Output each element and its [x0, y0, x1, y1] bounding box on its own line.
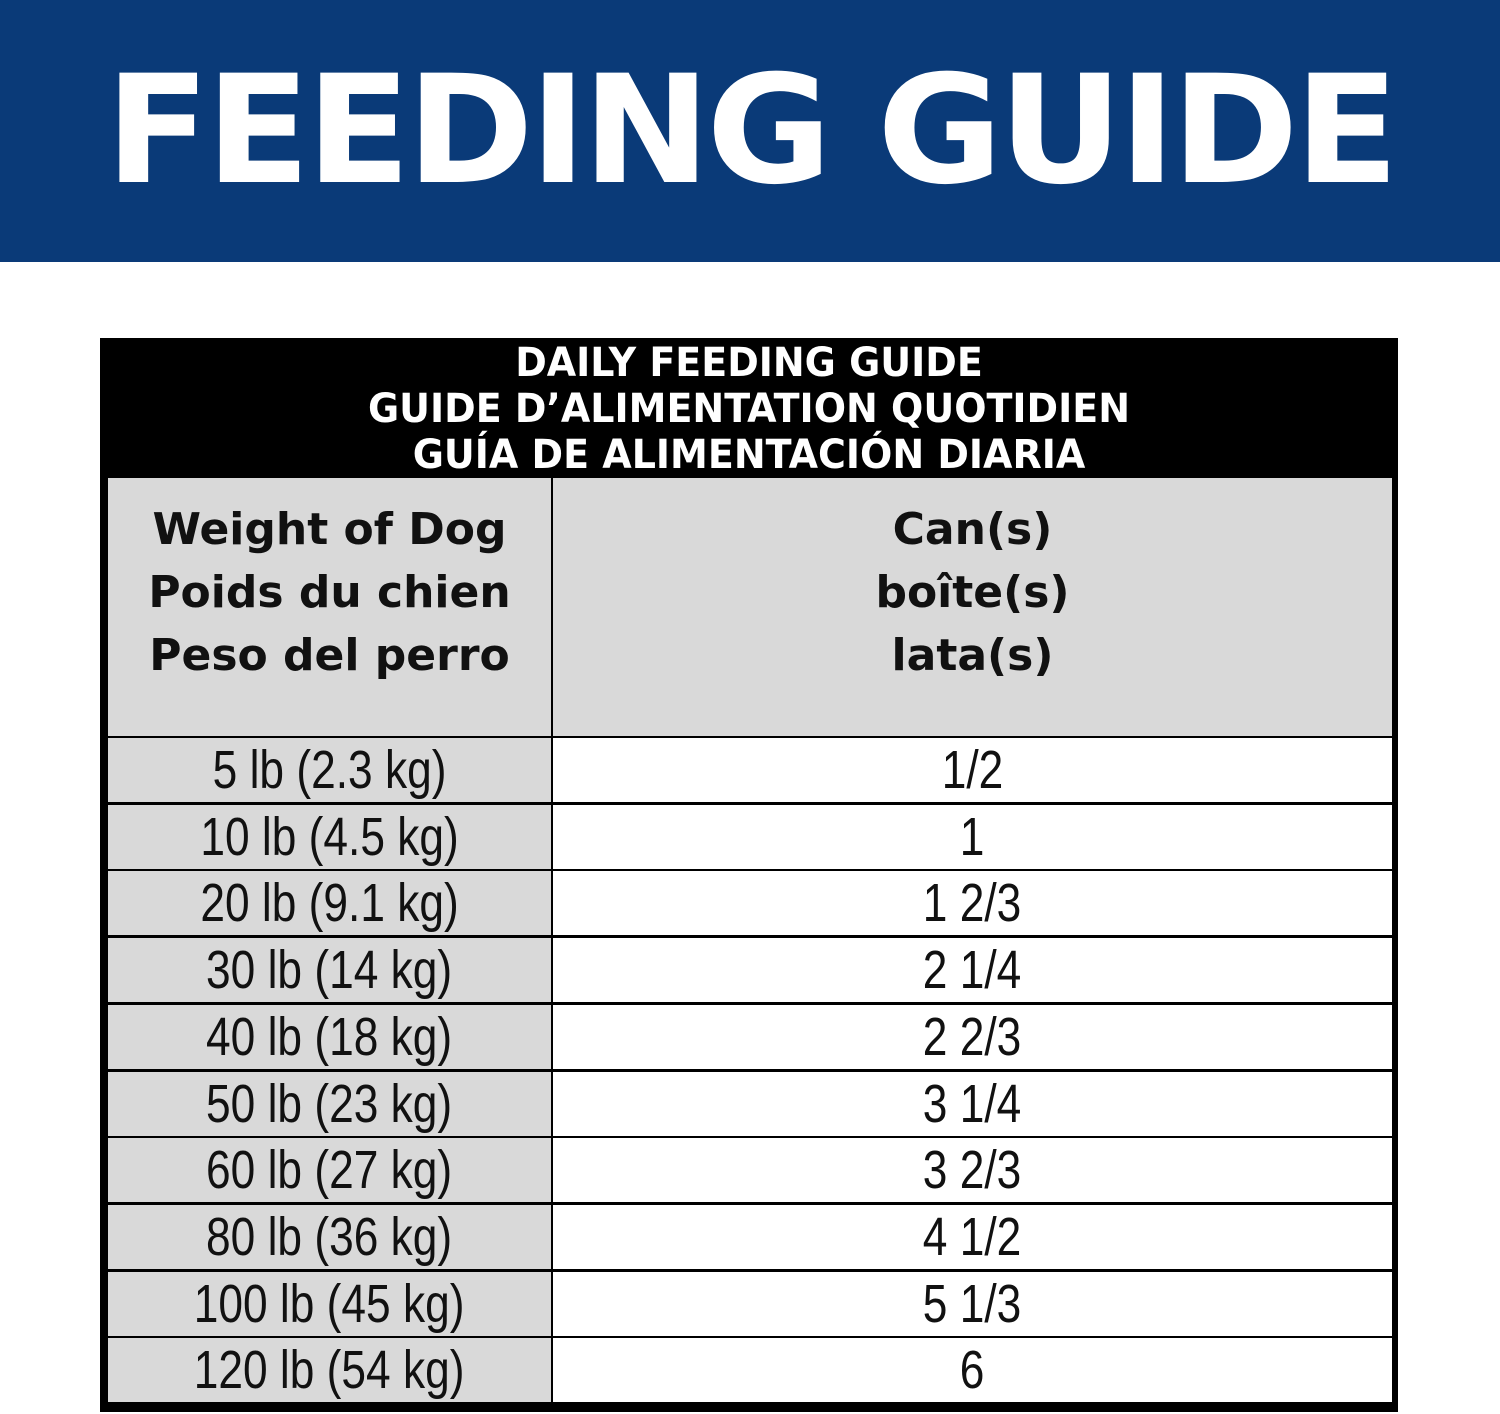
- feeding-table: DAILY FEEDING GUIDE GUIDE D’ALIMENTATION…: [100, 338, 1398, 1412]
- weight-cell: 80 lb (36 kg): [108, 1204, 551, 1269]
- cans-value: 2 2/3: [923, 1006, 1022, 1067]
- cans-cell: 6: [553, 1338, 1392, 1403]
- cans-value: 3 2/3: [923, 1140, 1022, 1201]
- cans-cell: 1/2: [553, 738, 1392, 802]
- table-title-en: DAILY FEEDING GUIDE: [515, 340, 983, 386]
- weight-value: 20 lb (9.1 kg): [200, 873, 459, 934]
- table-title: DAILY FEEDING GUIDE GUIDE D’ALIMENTATION…: [100, 338, 1398, 478]
- weight-cell: 40 lb (18 kg): [108, 1004, 551, 1069]
- weight-cell: 60 lb (27 kg): [108, 1138, 551, 1203]
- cans-value: 5 1/3: [923, 1273, 1022, 1334]
- header-weight-en: Weight of Dog: [152, 503, 507, 555]
- weight-cell: 50 lb (23 kg): [108, 1071, 551, 1136]
- cans-value: 1 2/3: [923, 873, 1022, 934]
- weight-cell: 30 lb (14 kg): [108, 938, 551, 1003]
- header-cans-en: Can(s): [892, 503, 1053, 555]
- table-title-fr: GUIDE D’ALIMENTATION QUOTIDIEN: [367, 386, 1131, 432]
- weight-value: 10 lb (4.5 kg): [200, 806, 459, 867]
- column-header-weight: Weight of Dog Poids du chien Peso del pe…: [108, 478, 551, 736]
- cans-value: 4 1/2: [923, 1206, 1022, 1267]
- weight-cell: 20 lb (9.1 kg): [108, 871, 551, 936]
- cans-value: 1/2: [941, 740, 1004, 800]
- weight-value: 50 lb (23 kg): [206, 1073, 453, 1134]
- weight-value: 100 lb (45 kg): [194, 1273, 465, 1334]
- table-body: Weight of Dog Poids du chien Peso del pe…: [108, 478, 1392, 1406]
- cans-cell: 3 2/3: [553, 1138, 1392, 1203]
- header-cans-es: lata(s): [891, 629, 1054, 681]
- weight-cell: 100 lb (45 kg): [108, 1271, 551, 1336]
- cans-value: 6: [960, 1340, 985, 1401]
- header-weight-fr: Poids du chien: [148, 566, 511, 618]
- weight-value: 80 lb (36 kg): [206, 1206, 453, 1267]
- weight-value: 30 lb (14 kg): [206, 940, 453, 1001]
- weight-cell: 120 lb (54 kg): [108, 1338, 551, 1403]
- cans-cell: 1: [553, 804, 1392, 869]
- weight-cell: 10 lb (4.5 kg): [108, 804, 551, 869]
- cans-cell: 5 1/3: [553, 1271, 1392, 1336]
- title-banner: FEEDING GUIDE: [0, 0, 1500, 262]
- page-title: FEEDING GUIDE: [105, 44, 1399, 218]
- cans-cell: 2 2/3: [553, 1004, 1392, 1069]
- header-cans-fr: boîte(s): [875, 566, 1070, 618]
- weight-value: 60 lb (27 kg): [206, 1140, 453, 1201]
- cans-cell: 3 1/4: [553, 1071, 1392, 1136]
- weight-value: 5 lb (2.3 kg): [212, 740, 447, 800]
- weight-value: 40 lb (18 kg): [206, 1006, 453, 1067]
- cans-value: 2 1/4: [923, 940, 1022, 1001]
- weight-cell: 5 lb (2.3 kg): [108, 738, 551, 802]
- cans-value: 1: [960, 806, 985, 867]
- cans-value: 3 1/4: [923, 1073, 1022, 1134]
- cans-cell: 4 1/2: [553, 1204, 1392, 1269]
- table-title-es: GUÍA DE ALIMENTACIÓN DIARIA: [412, 432, 1086, 478]
- column-header-cans: Can(s) boîte(s) lata(s): [553, 478, 1392, 736]
- weight-value: 120 lb (54 kg): [194, 1340, 465, 1401]
- header-weight-es: Peso del perro: [149, 629, 510, 681]
- cans-cell: 2 1/4: [553, 938, 1392, 1003]
- cans-cell: 1 2/3: [553, 871, 1392, 936]
